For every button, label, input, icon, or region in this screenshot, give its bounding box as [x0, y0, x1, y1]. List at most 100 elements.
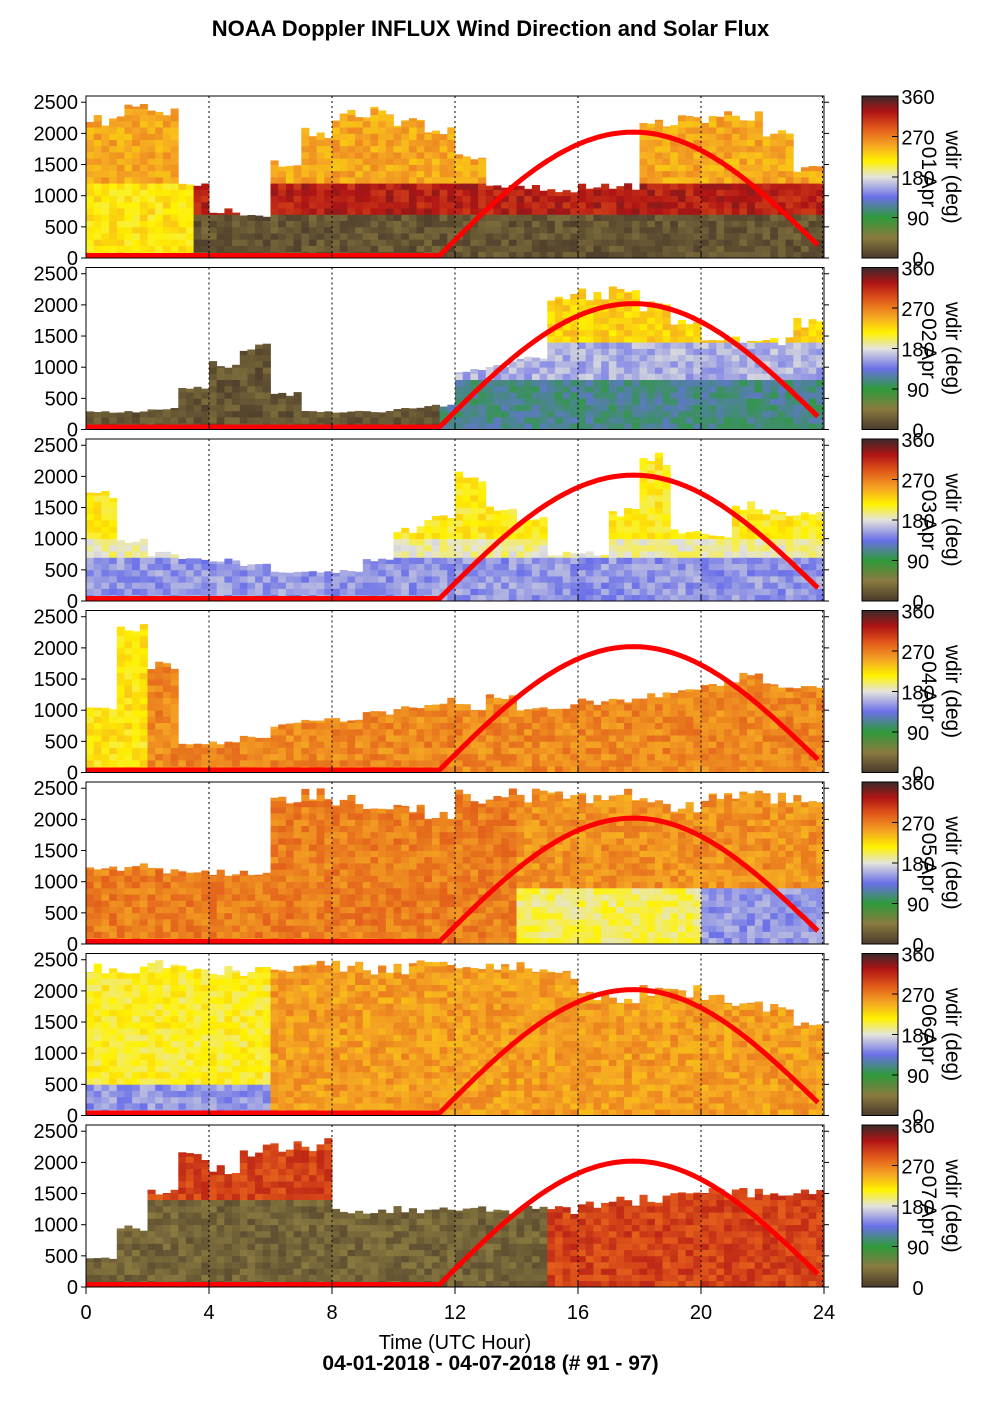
heatmap-cell: [785, 361, 794, 368]
heatmap-cell: [593, 292, 602, 299]
heatmap-cell: [670, 532, 679, 540]
heatmap-cell: [716, 177, 725, 184]
heatmap-cell: [731, 139, 740, 147]
heatmap-cell: [793, 385, 802, 393]
heatmap-cell: [662, 152, 671, 159]
heatmap-cell: [416, 526, 425, 533]
heatmap-cell: [747, 501, 756, 508]
heatmap-cell: [685, 551, 694, 558]
heatmap-cell: [239, 350, 248, 356]
heatmap-cell: [470, 741, 479, 748]
heatmap-cell: [670, 710, 679, 717]
heatmap-cell: [670, 544, 679, 552]
heatmap-cell: [585, 404, 594, 412]
heatmap-cell: [662, 164, 671, 172]
heatmap-cell: [754, 201, 763, 209]
heatmap-cell: [685, 697, 694, 705]
heatmap-cell: [439, 177, 448, 184]
heatmap-cell: [624, 526, 633, 533]
heatmap-cell: [101, 722, 110, 730]
colorbar-tick-label: 180: [901, 168, 934, 190]
heatmap-cell: [324, 245, 333, 253]
heatmap-cell: [608, 392, 617, 399]
heatmap-cell: [401, 245, 410, 253]
heatmap-cell: [247, 385, 256, 393]
heatmap-cell: [170, 716, 179, 723]
heatmap-cell: [170, 728, 179, 736]
heatmap-cell: [455, 476, 464, 483]
heatmap-cell: [109, 152, 118, 159]
heatmap-cell: [531, 741, 540, 748]
heatmap-cell: [585, 417, 594, 424]
heatmap-cell: [201, 588, 210, 596]
heatmap-cell: [601, 329, 610, 337]
heatmap-cell: [616, 220, 625, 228]
heatmap-cell: [170, 145, 179, 153]
heatmap-cell: [355, 741, 364, 748]
heatmap-cell: [608, 710, 617, 717]
heatmap-cell: [93, 139, 102, 147]
heatmap-cell: [539, 233, 548, 240]
heatmap-cell: [539, 569, 548, 577]
heatmap-cell: [285, 195, 294, 203]
heatmap-cell: [224, 404, 233, 412]
heatmap-cell: [677, 348, 686, 356]
y-tick-label: 500: [45, 560, 78, 582]
heatmap-cell: [424, 239, 433, 246]
heatmap-cell: [639, 373, 648, 380]
heatmap-cell: [270, 753, 279, 761]
heatmap-cell: [278, 747, 287, 755]
heatmap-cell: [139, 735, 148, 742]
heatmap-cell: [501, 710, 510, 717]
heatmap-cell: [739, 127, 748, 134]
heatmap-cell: [747, 679, 756, 686]
heatmap-cell: [647, 373, 656, 380]
heatmap-cell: [716, 385, 725, 393]
heatmap-cell: [554, 735, 563, 742]
heatmap-cell: [347, 753, 356, 761]
heatmap-cell: [378, 208, 387, 215]
heatmap-cell: [677, 716, 686, 723]
heatmap-cell: [731, 760, 740, 767]
heatmap-cell: [462, 594, 471, 602]
heatmap-cell: [408, 226, 417, 234]
heatmap-cell: [747, 385, 756, 393]
heatmap-cell: [685, 704, 694, 711]
heatmap-cell: [201, 404, 210, 412]
heatmap-cell: [608, 323, 617, 331]
heatmap-cell: [631, 569, 640, 577]
heatmap-cell: [762, 514, 771, 521]
heatmap-cell: [201, 576, 210, 583]
heatmap-cell: [201, 208, 210, 215]
heatmap-cell: [662, 563, 671, 571]
heatmap-cell: [501, 220, 510, 228]
heatmap-cell: [624, 220, 633, 228]
heatmap-cell: [547, 300, 556, 306]
heatmap-cell: [554, 192, 563, 197]
heatmap-cell: [708, 158, 717, 165]
heatmap-cell: [301, 582, 310, 589]
heatmap-cell: [209, 233, 218, 240]
heatmap-cell: [362, 120, 371, 128]
heatmap-cell: [770, 220, 779, 228]
heatmap-cell: [524, 373, 533, 380]
heatmap-cell: [308, 195, 317, 203]
heatmap-cell: [478, 716, 487, 723]
heatmap-cell: [616, 417, 625, 424]
heatmap-cell: [278, 183, 287, 190]
heatmap-cell: [562, 423, 571, 430]
heatmap-cell: [616, 716, 625, 723]
heatmap-cell: [616, 292, 625, 299]
heatmap-cell: [370, 164, 379, 172]
heatmap-cell: [747, 710, 756, 717]
heatmap-cell: [478, 735, 487, 742]
heatmap-cell: [524, 722, 533, 730]
heatmap-cell: [670, 735, 679, 742]
heatmap-cell: [378, 558, 387, 564]
heatmap-cell: [554, 233, 563, 240]
heatmap-cell: [708, 684, 717, 686]
heatmap-cell: [109, 158, 118, 165]
heatmap-cell: [677, 544, 686, 552]
heatmap-cell: [631, 594, 640, 602]
heatmap-cell: [701, 722, 710, 730]
